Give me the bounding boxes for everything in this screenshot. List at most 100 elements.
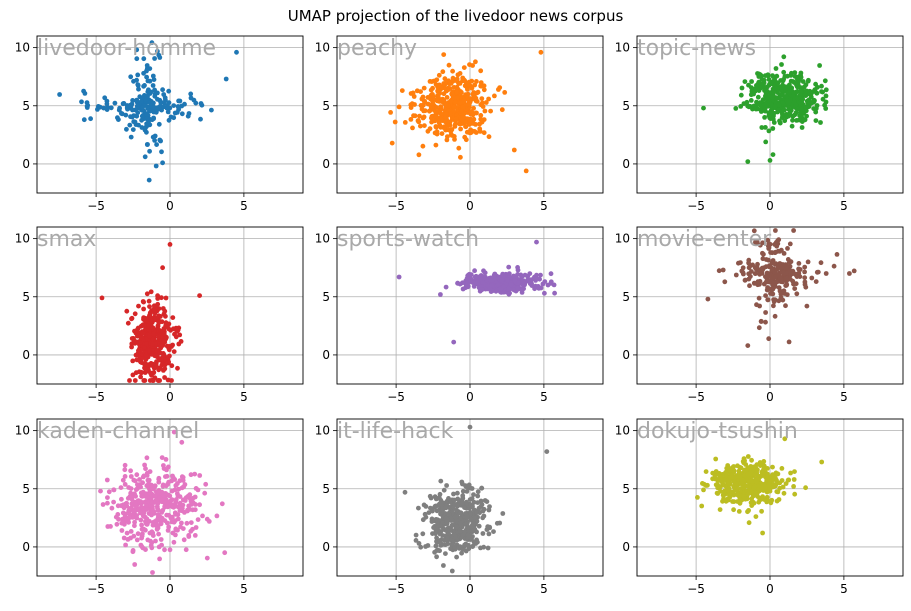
- data-point: [139, 544, 145, 549]
- y-tick-label: 5: [322, 290, 330, 304]
- data-point: [744, 99, 750, 105]
- data-point: [176, 98, 182, 104]
- data-point: [773, 482, 778, 488]
- data-point: [771, 113, 776, 119]
- data-point: [480, 515, 486, 521]
- data-point: [469, 85, 475, 91]
- y-tick-label: 0: [22, 348, 30, 362]
- data-point: [153, 497, 159, 503]
- data-point: [197, 293, 203, 298]
- data-point: [160, 87, 166, 93]
- data-point: [143, 352, 149, 358]
- data-point: [460, 75, 466, 81]
- data-point: [123, 112, 129, 118]
- data-point: [149, 500, 154, 505]
- data-point: [187, 492, 193, 498]
- data-point: [128, 74, 134, 80]
- data-point: [512, 278, 518, 284]
- data-point: [818, 120, 823, 125]
- data-point: [475, 493, 481, 499]
- data-point: [451, 532, 457, 537]
- data-point: [460, 547, 466, 552]
- y-tick-label: 5: [322, 482, 330, 496]
- data-point: [438, 117, 444, 123]
- data-point: [789, 123, 795, 129]
- data-point: [432, 118, 438, 124]
- data-point: [192, 533, 198, 538]
- data-point: [763, 319, 768, 325]
- data-point: [500, 511, 506, 516]
- data-point: [139, 355, 145, 360]
- data-point: [144, 368, 150, 374]
- data-point: [396, 274, 402, 280]
- data-point: [777, 485, 783, 491]
- data-point: [149, 545, 155, 551]
- data-point: [751, 103, 757, 109]
- data-point: [130, 98, 136, 103]
- data-point: [154, 142, 160, 148]
- data-point: [413, 538, 419, 543]
- data-point: [775, 109, 780, 115]
- data-point: [197, 473, 203, 478]
- data-point: [745, 343, 751, 348]
- data-point: [779, 62, 784, 67]
- data-point: [135, 110, 141, 116]
- data-point: [538, 49, 544, 55]
- data-point: [169, 519, 175, 525]
- data-point: [447, 122, 453, 128]
- data-point: [486, 531, 492, 537]
- x-tick-label: 5: [840, 199, 848, 213]
- x-tick-label: 0: [166, 390, 174, 404]
- data-point: [122, 462, 128, 468]
- data-point: [433, 543, 439, 549]
- data-point: [128, 134, 134, 140]
- data-point: [724, 487, 730, 493]
- data-point: [451, 95, 457, 101]
- data-point: [486, 134, 492, 140]
- data-point: [716, 485, 721, 490]
- data-point: [427, 108, 432, 114]
- x-tick-label: −5: [687, 390, 705, 404]
- data-point: [515, 265, 520, 270]
- data-point: [440, 520, 445, 525]
- data-point: [132, 328, 137, 334]
- data-point: [134, 357, 140, 363]
- data-point: [156, 52, 162, 58]
- data-point: [214, 513, 220, 519]
- data-point: [460, 111, 466, 116]
- data-point: [156, 320, 162, 326]
- y-tick-label: 10: [615, 41, 630, 55]
- data-point: [753, 239, 758, 245]
- data-point: [434, 77, 440, 83]
- data-point: [475, 500, 481, 505]
- data-point: [731, 507, 736, 513]
- y-tick-label: 0: [622, 157, 630, 171]
- data-point: [170, 530, 176, 536]
- y-tick-label: 10: [615, 424, 630, 438]
- data-point: [444, 102, 449, 108]
- data-point: [731, 464, 737, 469]
- data-point: [190, 495, 196, 501]
- data-point: [761, 488, 766, 493]
- data-point: [780, 78, 786, 84]
- data-point: [127, 506, 133, 511]
- data-point: [471, 499, 477, 505]
- data-point: [540, 281, 546, 287]
- data-point: [129, 316, 134, 322]
- data-point: [436, 501, 442, 507]
- data-point: [124, 530, 130, 536]
- data-point: [851, 268, 857, 274]
- data-point: [485, 545, 491, 551]
- x-tick-label: 0: [766, 199, 774, 213]
- data-point: [392, 119, 398, 125]
- data-point: [439, 131, 445, 137]
- data-point: [765, 471, 770, 477]
- data-point: [162, 362, 168, 368]
- data-point: [139, 526, 145, 532]
- data-point: [82, 91, 88, 96]
- data-point: [508, 282, 514, 288]
- data-point: [774, 80, 780, 86]
- data-point: [139, 99, 144, 104]
- data-point: [410, 125, 415, 131]
- data-point: [148, 370, 153, 376]
